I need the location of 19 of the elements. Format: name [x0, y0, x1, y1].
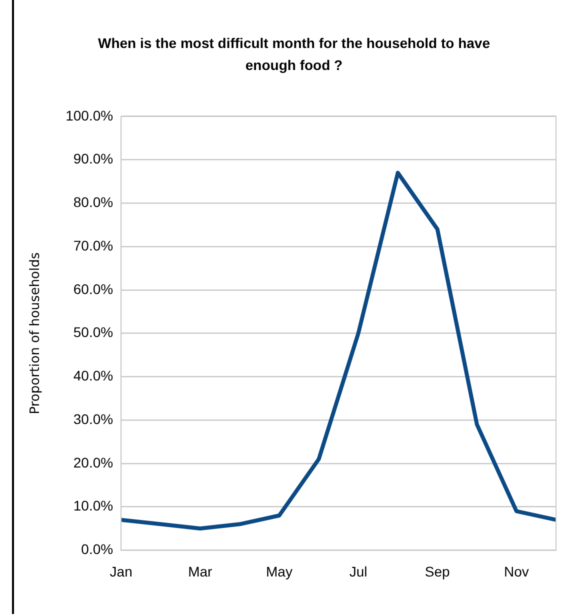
x-tick-label: Jul	[349, 563, 368, 580]
y-tick-label: 80.0%	[73, 194, 114, 210]
x-tick-label: Mar	[188, 563, 213, 580]
y-tick-label: 50.0%	[73, 324, 114, 340]
y-tick-label: 90.0%	[73, 150, 114, 167]
y-tick-label: 70.0%	[73, 237, 114, 254]
x-tick-label: May	[266, 563, 292, 580]
x-tick-label: Jan	[110, 563, 132, 580]
y-tick-label: 0.0%	[81, 541, 114, 558]
y-tick-label: 60.0%	[73, 280, 114, 297]
y-tick-label: 20.0%	[73, 454, 114, 470]
y-tick-label: 10.0%	[73, 498, 114, 514]
y-tick-label: 40.0%	[73, 368, 114, 384]
x-tick-label: Sep	[424, 563, 450, 580]
chart-title: When is the most difficult month for the household to have enough food ?	[97, 34, 491, 75]
y-axis-title: Proportion of households	[28, 252, 44, 414]
y-tick-label: 100.0%	[66, 107, 114, 124]
y-tick-label: 30.0%	[73, 410, 114, 427]
x-tick-label: Nov	[504, 563, 529, 580]
